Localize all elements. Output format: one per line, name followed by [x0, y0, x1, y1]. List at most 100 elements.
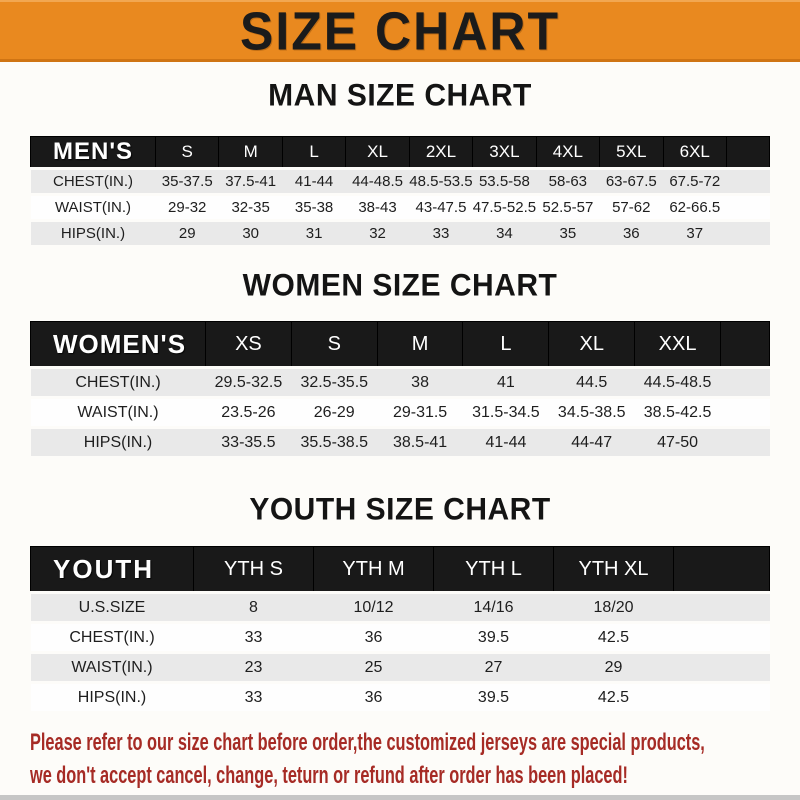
header-filler [726, 136, 770, 169]
size-cell: 29.5-32.5 [205, 366, 292, 399]
row-filler [673, 621, 770, 654]
column-header: 5XL [599, 136, 664, 169]
size-header-row: YOUTH YTH S YTH M YTH L YTH XL [30, 546, 770, 593]
size-cell: 38.5-42.5 [634, 396, 721, 429]
row-label: HIPS(IN.) [30, 219, 156, 248]
row-filler [726, 219, 770, 248]
size-header-row: WOMEN'S XS S M L XL XXL [30, 321, 770, 368]
size-cell: 44-47 [548, 426, 635, 459]
youth-size-table: YOUTH YTH S YTH M YTH L YTH XL U.S.SIZE 8 10/12… [30, 546, 770, 714]
row-label: WAIST(IN.) [30, 651, 194, 684]
size-cell: 38.5-41 [377, 426, 463, 459]
size-cell: 29 [553, 651, 674, 684]
size-cell: 32 [345, 219, 410, 248]
column-header: 4XL [535, 136, 601, 169]
row-label: CHEST(IN.) [30, 167, 156, 196]
page-title: SIZE CHART [240, 0, 560, 61]
size-cell: 62-66.5 [663, 193, 727, 222]
row-label: HIPS(IN.) [30, 681, 194, 714]
size-cell: 35.5-38.5 [291, 426, 378, 459]
table-row: HIPS(IN.) 29 30 31 32 33 34 35 36 37 [30, 219, 770, 248]
column-header: YTH M [313, 546, 434, 593]
row-filler [673, 651, 770, 684]
size-cell: 8 [193, 591, 314, 624]
table-row: WAIST(IN.) 23 25 27 29 [30, 651, 770, 684]
size-cell: 42.5 [553, 621, 674, 654]
row-filler [726, 167, 770, 196]
column-header: 3XL [472, 136, 537, 169]
size-cell: 25 [313, 651, 434, 684]
column-header: S [290, 321, 378, 368]
size-cell: 33-35.5 [205, 426, 292, 459]
column-header: XL [548, 321, 636, 368]
row-filler [673, 681, 770, 714]
women-size-table: WOMEN'S XS S M L XL XXL CHEST(IN.) 29.5-32.5 32.5… [30, 321, 770, 459]
women-section-title: WOMEN SIZE CHART [242, 268, 558, 303]
row-label: WAIST(IN.) [30, 396, 206, 429]
size-cell: 39.5 [433, 681, 554, 714]
header-filler [720, 321, 770, 368]
size-cell: 36 [313, 621, 434, 654]
column-header: YTH S [193, 546, 314, 593]
column-header: XL [345, 136, 410, 169]
size-cell: 57-62 [599, 193, 663, 222]
table-corner-label: WOMEN'S [30, 321, 206, 368]
size-cell: 27 [433, 651, 554, 684]
row-label: HIPS(IN.) [30, 426, 206, 459]
column-header: M [376, 321, 464, 368]
table-row: WAIST(IN.) 23.5-26 26-29 29-31.5 31.5-34.5 34… [30, 396, 770, 429]
size-cell: 37.5-41 [218, 167, 283, 196]
table-row: U.S.SIZE 8 10/12 14/16 18/20 [30, 591, 770, 624]
size-cell: 53.5-58 [472, 167, 537, 196]
column-header: M [218, 136, 283, 169]
youth-section-title: YOUTH SIZE CHART [249, 492, 551, 527]
row-filler [726, 193, 770, 222]
size-chart-banner: SIZE CHART [0, 0, 800, 62]
size-cell: 34 [472, 219, 537, 248]
size-cell: 34.5-38.5 [548, 396, 635, 429]
men-size-section: MAN SIZE CHART MEN'S S M L XL 2XL 3XL 4XL 5XL 6XL… [0, 78, 800, 248]
size-cell: 44-48.5 [345, 167, 410, 196]
size-cell: 33 [409, 219, 473, 248]
size-cell: 63-67.5 [599, 167, 663, 196]
size-cell: 35 [536, 219, 600, 248]
size-cell: 52.5-57 [536, 193, 600, 222]
size-cell: 38 [377, 366, 463, 399]
table-row: CHEST(IN.) 35-37.5 37.5-41 41-44 44-48.5 48.5… [30, 167, 770, 196]
column-header: L [462, 321, 550, 368]
disclaimer-line-2: we don't accept cancel, change, teturn o… [30, 762, 628, 789]
size-cell: 44.5-48.5 [634, 366, 721, 399]
size-cell: 29-31.5 [377, 396, 463, 429]
row-filler [720, 366, 770, 399]
column-header: YTH L [433, 546, 554, 593]
size-cell: 47.5-52.5 [472, 193, 537, 222]
women-size-section: WOMEN SIZE CHART WOMEN'S XS S M L XL XXL CHEST(… [0, 268, 800, 459]
size-cell: 23 [193, 651, 314, 684]
table-row: WAIST(IN.) 29-32 32-35 35-38 38-43 43-47.5 47.… [30, 193, 770, 222]
order-disclaimer: Please refer to our size chart before or… [30, 729, 800, 790]
size-cell: 41 [462, 366, 549, 399]
size-cell: 38-43 [345, 193, 410, 222]
row-label: CHEST(IN.) [30, 621, 194, 654]
column-header: XXL [634, 321, 721, 368]
size-cell: 41-44 [282, 167, 346, 196]
column-header: 6XL [662, 136, 727, 169]
size-cell: 33 [193, 621, 314, 654]
size-cell: 48.5-53.5 [409, 167, 473, 196]
men-section-title: MAN SIZE CHART [268, 78, 532, 113]
size-cell: 39.5 [433, 621, 554, 654]
size-header-row: MEN'S S M L XL 2XL 3XL 4XL 5XL 6XL [30, 136, 770, 169]
size-cell: 47-50 [634, 426, 721, 459]
size-cell: 31 [282, 219, 346, 248]
row-filler [673, 591, 770, 624]
youth-size-section: YOUTH SIZE CHART YOUTH YTH S YTH M YTH L YTH… [0, 492, 800, 714]
size-cell: 18/20 [553, 591, 674, 624]
table-row: HIPS(IN.) 33 36 39.5 42.5 [30, 681, 770, 714]
table-row: CHEST(IN.) 33 36 39.5 42.5 [30, 621, 770, 654]
column-header: XS [205, 321, 292, 368]
size-cell: 58-63 [536, 167, 600, 196]
size-cell: 32-35 [218, 193, 283, 222]
table-row: CHEST(IN.) 29.5-32.5 32.5-35.5 38 41 44.5 44.5… [30, 366, 770, 399]
size-cell: 36 [313, 681, 434, 714]
size-cell: 26-29 [291, 396, 378, 429]
